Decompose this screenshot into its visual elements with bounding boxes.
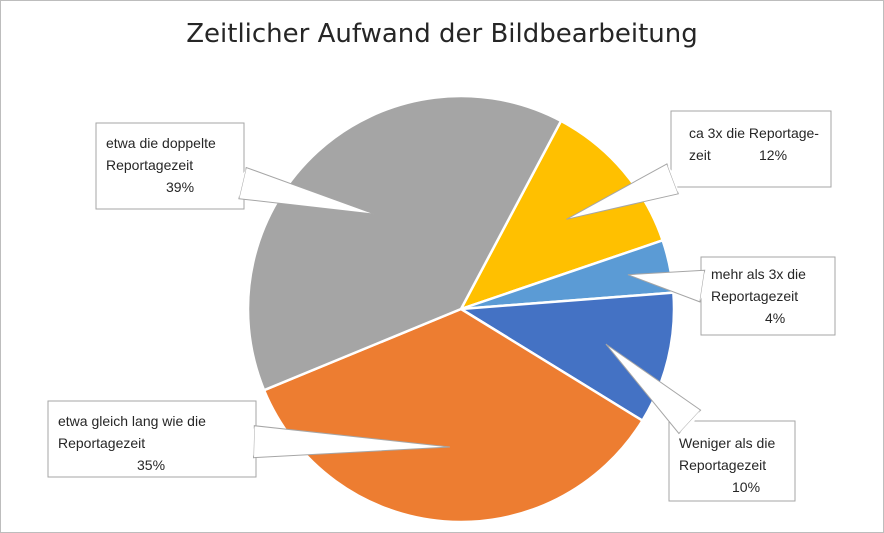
callout-label-line: Reportagezeit (58, 435, 145, 451)
callout-percent: 35% (137, 457, 165, 473)
callout-label-line: Weniger als die (679, 435, 775, 451)
callout-label-line: zeit (689, 147, 711, 163)
data-callout: ca 3x die Reportage-zeit 12% (566, 110, 832, 220)
data-callout: etwa die doppelte Reportagezeit 39% (95, 122, 376, 215)
callout-box (47, 400, 257, 478)
callout-percent: 39% (166, 179, 194, 195)
pie-slice (459, 119, 664, 311)
chart-title: Zeitlicher Aufwand der Bildbearbeitung (186, 19, 698, 49)
pie-slice (459, 291, 676, 422)
callout-label-line: ca 3x die Reportage- (689, 125, 819, 141)
callout-label-line: Reportagezeit (711, 288, 798, 304)
callout-label-line: etwa gleich lang wie die (58, 413, 206, 429)
callout-percent: 4% (765, 310, 785, 326)
data-callout: Weniger als die Reportagezeit 10% (605, 343, 796, 502)
callout-box (670, 110, 832, 188)
callout-pointer (566, 163, 679, 220)
callout-percent: 10% (732, 479, 760, 495)
pie-slices (246, 94, 676, 524)
data-callout: etwa gleich lang wie die Reportagezeit 35% (47, 400, 450, 478)
callout-label-line: Reportagezeit (106, 157, 193, 173)
callout-box (668, 420, 796, 502)
callout-label-line: mehr als 3x die (711, 266, 806, 282)
callout-percent: 12% (759, 147, 787, 163)
callout-label-line: Reportagezeit (679, 457, 766, 473)
callout-pointer (627, 269, 706, 303)
pie-slice (246, 94, 563, 392)
callout-box (95, 122, 245, 210)
callout-label-line: etwa die doppelte (106, 135, 216, 151)
data-callout: mehr als 3x die Reportagezeit 4% (627, 256, 836, 336)
callout-box (700, 256, 836, 336)
